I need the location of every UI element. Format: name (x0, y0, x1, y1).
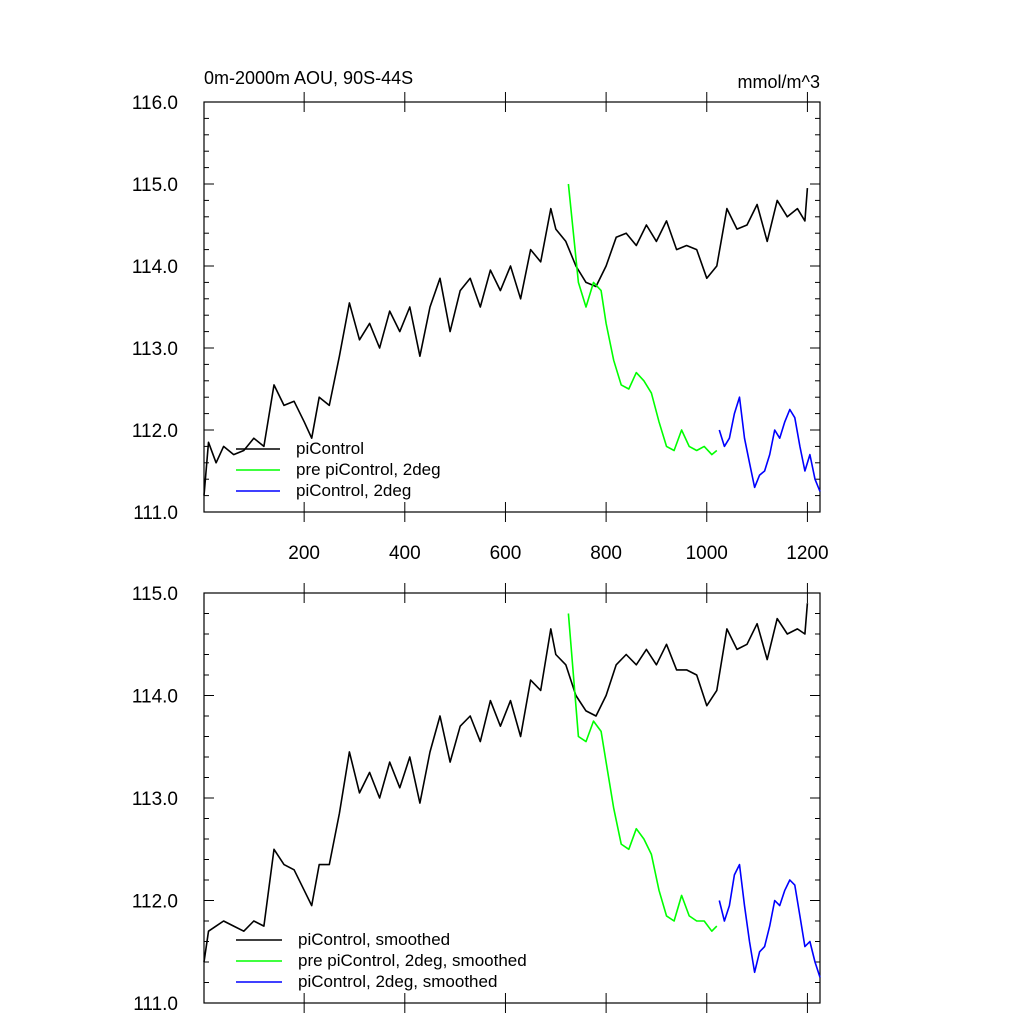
y-tick-label: 115.0 (132, 175, 178, 196)
x-tick-label: 400 (389, 543, 421, 564)
legend-label: piControl, smoothed (298, 930, 450, 949)
legend-label: piControl (296, 439, 364, 458)
series-line-2 (718, 863, 821, 978)
y-tick-labels: 111.0 112.0 113.0 114.0 115.0 (132, 584, 178, 1015)
y-tick-label: 111.0 (133, 503, 178, 524)
legend-label: piControl, 2deg (296, 481, 411, 500)
legend: piControl pre piControl, 2deg piControl, 2… (236, 439, 441, 500)
series-lines (203, 603, 821, 978)
plot-frame (203, 592, 821, 1004)
series-line-1 (567, 183, 718, 456)
series-line-0 (203, 188, 809, 496)
series-line-1 (567, 613, 718, 933)
chart-panel-top: 111.0 112.0 113.0 114.0 115.0 116.0 200 400 600… (132, 68, 829, 564)
axis-ticks (204, 583, 820, 1013)
x-tick-label: 600 (490, 543, 522, 564)
x-tick-label: 1000 (686, 543, 728, 564)
y-tick-label: 114.0 (132, 257, 178, 278)
x-tick-label: 1200 (786, 543, 828, 564)
y-tick-label: 113.0 (132, 789, 178, 810)
y-tick-label: 112.0 (132, 421, 178, 442)
x-tick-label: 800 (590, 543, 622, 564)
x-tick-labels: 200 400 600 800 1000 1200 (288, 543, 828, 564)
legend: piControl, smoothed pre piControl, 2deg, … (236, 930, 527, 991)
y-tick-label: 116.0 (132, 93, 178, 114)
legend-label: pre piControl, 2deg (296, 460, 441, 479)
y-tick-label: 115.0 (132, 584, 178, 605)
y-tick-label: 111.0 (133, 994, 178, 1015)
chart-panel-bottom: 111.0 112.0 113.0 114.0 115.0 piControl, smo… (132, 583, 821, 1015)
axis-ticks (204, 92, 820, 522)
series-lines (203, 183, 821, 496)
chart-title: 0m-2000m AOU, 90S-44S (204, 68, 413, 88)
series-line-2 (718, 396, 821, 492)
y-tick-label: 114.0 (132, 687, 178, 708)
plot-frame (203, 101, 821, 513)
legend-label: piControl, 2deg, smoothed (298, 972, 497, 991)
series-line-0 (203, 603, 809, 963)
x-tick-label: 200 (288, 543, 320, 564)
legend-label: pre piControl, 2deg, smoothed (298, 951, 527, 970)
y-tick-label: 113.0 (132, 339, 178, 360)
units-label: mmol/m^3 (738, 72, 820, 92)
y-tick-labels: 111.0 112.0 113.0 114.0 115.0 116.0 (132, 93, 178, 524)
y-tick-label: 112.0 (132, 892, 178, 913)
